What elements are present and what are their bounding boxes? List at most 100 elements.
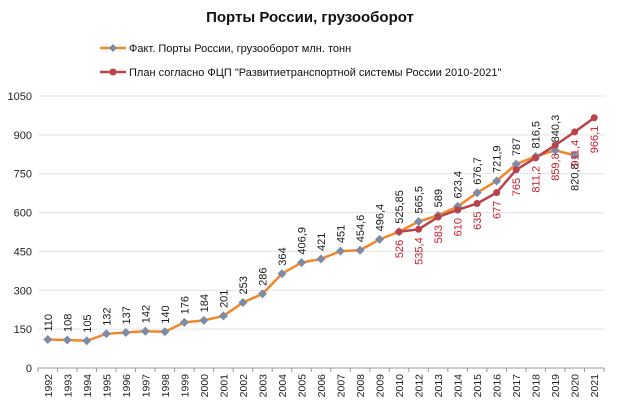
fact-data-label: 105 (82, 314, 94, 332)
fact-marker (101, 329, 111, 339)
legend-marker-fact (109, 44, 117, 52)
x-tick-label: 2005 (296, 374, 308, 398)
x-tick-label: 2021 (589, 374, 601, 398)
y-tick-label: 0 (26, 363, 32, 375)
fact-data-label: 137 (121, 306, 133, 324)
x-tick-label: 2019 (550, 374, 562, 398)
fact-data-label: 840,3 (550, 115, 562, 143)
x-tick-label: 2006 (316, 374, 328, 398)
x-tick-label: 2018 (531, 374, 543, 398)
fact-marker (414, 217, 424, 227)
fact-data-label: 110 (43, 314, 55, 332)
fact-data-label: 589 (433, 189, 445, 207)
fact-data-label: 142 (140, 305, 152, 323)
x-tick-label: 1997 (140, 374, 152, 398)
fact-data-label: 676,7 (472, 157, 484, 185)
x-tick-label: 2010 (394, 374, 406, 398)
fact-data-label: 451 (336, 225, 348, 243)
fact-data-label: 108 (62, 314, 74, 332)
fact-data-label: 364 (277, 247, 289, 265)
axes: 0 150 300 450 600 750 900 1050 1992 1993 1994 1995 1… (8, 91, 605, 398)
plan-data-label: 635 (472, 212, 484, 230)
fact-marker (199, 315, 209, 325)
fact-marker (82, 336, 92, 346)
plan-data-label: 535,4 (414, 237, 426, 265)
fact-data-label: 184 (199, 294, 211, 312)
y-tick-label: 600 (14, 208, 32, 220)
x-tick-label: 2007 (336, 374, 348, 398)
fact-data-label: 421 (316, 233, 328, 251)
fact-data-label: 201 (218, 290, 230, 308)
x-tick-label: 2000 (199, 374, 211, 398)
gridlines (38, 95, 604, 330)
fact-marker (121, 328, 131, 338)
legend-label-fact: Факт. Порты России, грузооборот млн. тон… (129, 43, 351, 55)
fact-data-label: 140 (160, 305, 172, 323)
fact-marker (43, 335, 53, 345)
plan-marker (551, 141, 559, 149)
x-tick-label: 2015 (472, 374, 484, 398)
fact-data-label: 623,4 (453, 171, 465, 199)
x-tick-label: 2001 (218, 374, 230, 398)
x-tick-label: 1999 (179, 374, 191, 398)
fact-data-label: 454,6 (355, 215, 367, 243)
chart-title: Порты России, грузооборот (206, 9, 414, 26)
plan-marker (415, 225, 423, 233)
x-tick-label: 1993 (62, 374, 74, 398)
x-tick-label: 2013 (433, 374, 445, 398)
fact-data-label: 253 (238, 276, 250, 294)
fact-marker (355, 245, 365, 255)
plan-marker (434, 213, 442, 221)
x-tick-label: 1995 (101, 374, 113, 398)
fact-data-label: 496,4 (375, 204, 387, 232)
x-tick-label: 2003 (257, 374, 269, 398)
y-tick-label: 900 (14, 130, 32, 142)
x-tick-label: 1998 (160, 374, 172, 398)
fact-marker (160, 327, 170, 337)
y-tick-label: 300 (14, 285, 32, 297)
fact-marker (570, 150, 580, 160)
plan-marker (571, 128, 579, 136)
series-markers (43, 114, 598, 346)
plan-data-label: 911,4 (570, 140, 582, 167)
fact-marker (492, 176, 502, 186)
fact-marker (550, 145, 560, 155)
plan-data-label: 966,1 (589, 126, 601, 154)
legend-marker-plan (109, 68, 117, 76)
fact-marker (238, 297, 248, 307)
x-tick-label: 2020 (570, 374, 582, 398)
plan-data-label: 677 (492, 201, 504, 219)
fact-data-label: 406,9 (296, 227, 308, 255)
plan-data-label: 811,2 (531, 166, 543, 193)
plan-marker (590, 114, 598, 122)
fact-data-label: 132 (101, 307, 113, 325)
x-tick-label: 1996 (121, 374, 133, 398)
plan-data-label: 583 (433, 225, 445, 243)
fact-data-label: 286 (257, 268, 269, 286)
y-tick-label: 150 (14, 324, 32, 336)
fact-marker (277, 269, 287, 279)
plan-marker (473, 200, 481, 208)
x-tick-label: 2002 (238, 374, 250, 398)
fact-marker (511, 159, 521, 169)
x-tick-label: 2014 (453, 374, 465, 398)
y-tick-label: 750 (14, 169, 32, 181)
fact-marker (375, 234, 385, 244)
fact-data-label: 816,5 (531, 121, 543, 149)
plan-data-label: 765 (511, 178, 523, 196)
fact-line (47, 149, 576, 343)
fact-marker (336, 246, 346, 256)
fact-marker (472, 188, 482, 198)
plan-data-label: 859,8 (550, 153, 562, 181)
x-tick-label: 2004 (277, 374, 289, 398)
fact-marker (62, 335, 72, 345)
fact-data-label: 565,5 (414, 186, 426, 214)
fact-data-label: 721,9 (492, 145, 504, 173)
legend-label-plan: План согласно ФЦП "Развитиетранспортной … (129, 67, 502, 79)
x-tick-label: 1994 (82, 374, 94, 398)
x-tick-label: 1992 (43, 374, 55, 398)
fact-data-label: 176 (179, 296, 191, 314)
fact-marker (179, 317, 189, 327)
fact-data-label: 820,8 (570, 163, 582, 191)
